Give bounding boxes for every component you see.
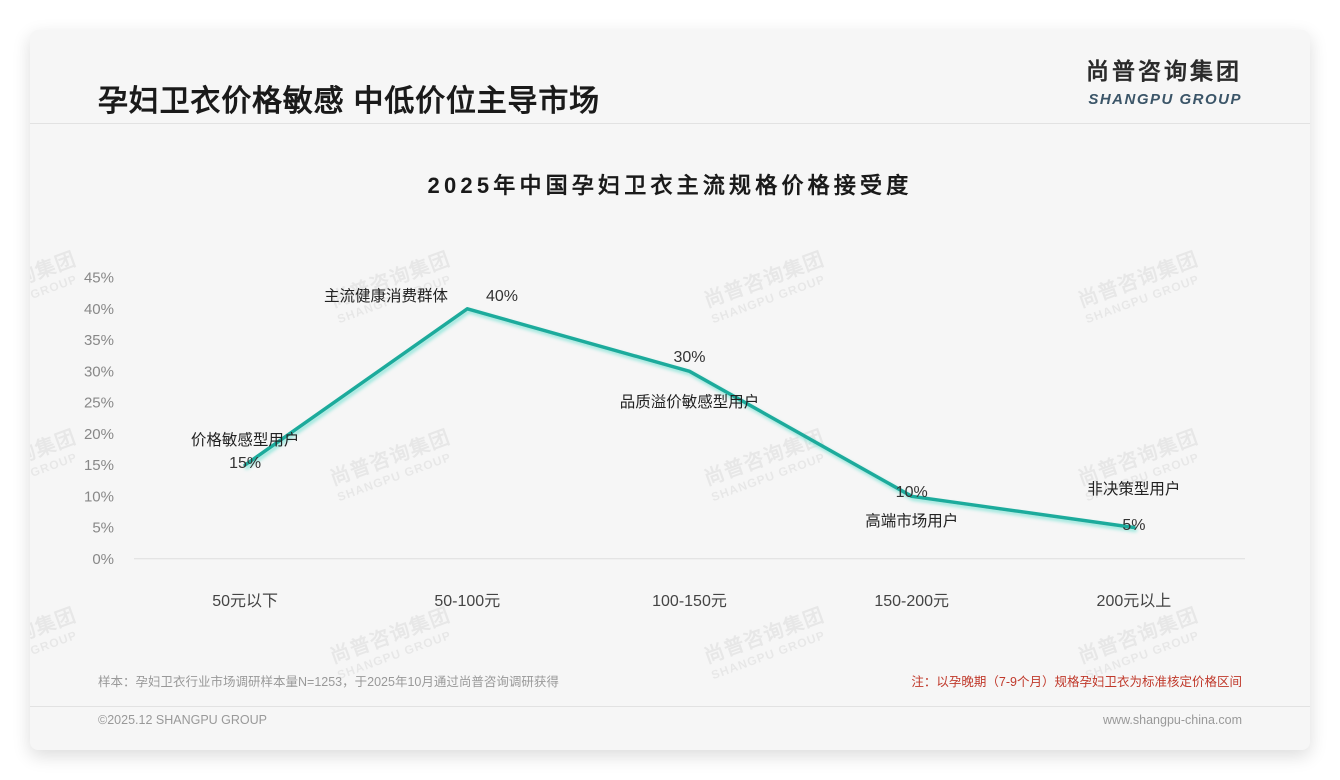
svg-text:30%: 30%	[673, 349, 705, 366]
svg-text:5%: 5%	[92, 520, 114, 537]
svg-text:40%: 40%	[84, 301, 114, 318]
svg-text:30%: 30%	[84, 363, 114, 380]
svg-text:50-100元: 50-100元	[434, 593, 500, 610]
svg-text:主流健康消费群体: 主流健康消费群体	[324, 287, 449, 305]
svg-text:15%: 15%	[229, 455, 261, 472]
svg-text:10%: 10%	[84, 488, 114, 505]
svg-text:200元以上: 200元以上	[1097, 592, 1172, 610]
svg-text:50元以下: 50元以下	[212, 593, 278, 610]
svg-text:150-200元: 150-200元	[874, 593, 949, 610]
svg-text:20%: 20%	[84, 426, 114, 443]
svg-text:40%: 40%	[486, 288, 518, 305]
svg-text:5%: 5%	[1122, 517, 1145, 534]
svg-text:45%: 45%	[84, 270, 114, 287]
svg-text:0%: 0%	[92, 551, 114, 568]
svg-text:高端市场用户: 高端市场用户	[865, 512, 958, 530]
svg-text:25%: 25%	[84, 395, 114, 412]
svg-text:价格敏感型用户: 价格敏感型用户	[191, 431, 300, 449]
svg-text:35%: 35%	[84, 332, 114, 349]
svg-text:非决策型用户: 非决策型用户	[1087, 480, 1180, 498]
svg-text:10%: 10%	[896, 484, 928, 501]
svg-text:15%: 15%	[84, 457, 114, 474]
svg-text:品质溢价敏感型用户: 品质溢价敏感型用户	[620, 393, 760, 411]
svg-text:100-150元: 100-150元	[652, 593, 727, 610]
